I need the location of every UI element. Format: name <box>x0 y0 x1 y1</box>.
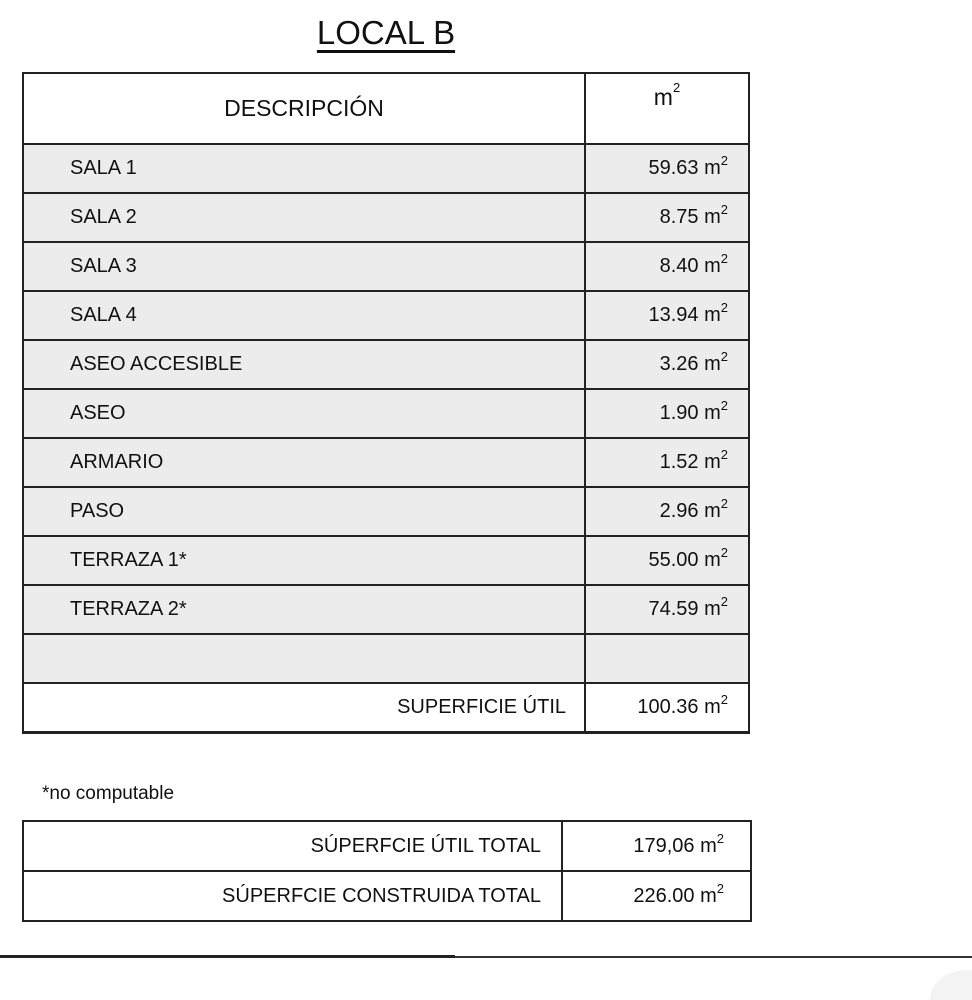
table-row: SALA 3 8.40 m2 <box>22 241 750 292</box>
value-text: 100.36 m <box>637 696 721 718</box>
value-text: 13.94 m <box>648 304 721 326</box>
title-text: LOCAL B <box>316 14 456 51</box>
value-text: 2.96 m <box>659 500 721 522</box>
row-label: SUPERFICIE ÚTIL <box>22 682 586 734</box>
value-text: 1.90 m <box>659 402 721 424</box>
row-value: 179,06 m2 <box>561 820 752 872</box>
row-value: 1.90 m2 <box>584 388 750 439</box>
row-value: 226.00 m2 <box>561 870 752 922</box>
value-sup: 2 <box>720 545 728 560</box>
value-sup: 2 <box>716 830 724 846</box>
table-row: ASEO ACCESIBLE 3.26 m2 <box>22 339 750 390</box>
unit-sup: 2 <box>672 80 681 95</box>
row-label: SALA 2 <box>22 192 586 243</box>
row-label: SALA 4 <box>22 290 586 341</box>
value-sup: 2 <box>720 692 728 707</box>
row-value: 2.96 m2 <box>584 486 750 537</box>
value-sup: 2 <box>720 300 728 315</box>
value-sup: 2 <box>720 496 728 511</box>
value-sup: 2 <box>720 349 728 364</box>
value-text: 1.52 m <box>659 451 721 473</box>
row-value: 8.75 m2 <box>584 192 750 243</box>
row-value <box>584 633 750 684</box>
totals-row: SÚPERFCIE ÚTIL TOTAL 179,06 m2 <box>22 820 752 872</box>
row-label: TERRAZA 1* <box>22 535 586 586</box>
page-title: LOCAL B <box>0 14 772 52</box>
page-corner-decoration <box>930 970 972 1000</box>
divider-line <box>455 956 972 958</box>
header-description: DESCRIPCIÓN <box>22 72 586 145</box>
table-row: ARMARIO 1.52 m2 <box>22 437 750 488</box>
divider-line <box>0 955 455 958</box>
row-label: TERRAZA 2* <box>22 584 586 635</box>
value-sup: 2 <box>720 202 728 217</box>
value-text: 179,06 m <box>633 834 717 857</box>
value-sup: 2 <box>716 880 724 896</box>
value-text: 226.00 m <box>633 884 717 907</box>
table-row: PASO 2.96 m2 <box>22 486 750 537</box>
row-value: 100.36 m2 <box>584 682 750 734</box>
row-label: ASEO ACCESIBLE <box>22 339 586 390</box>
value-text: 8.75 m <box>659 206 721 228</box>
value-text: 8.40 m <box>659 255 721 277</box>
value-sup: 2 <box>720 594 728 609</box>
row-value: 59.63 m2 <box>584 143 750 194</box>
value-text: 3.26 m <box>659 353 721 375</box>
row-label: SÚPERFCIE CONSTRUIDA TOTAL <box>22 870 563 922</box>
row-label: SALA 3 <box>22 241 586 292</box>
table-row: TERRAZA 2* 74.59 m2 <box>22 584 750 635</box>
row-value: 3.26 m2 <box>584 339 750 390</box>
row-value: 8.40 m2 <box>584 241 750 292</box>
table-row: SALA 4 13.94 m2 <box>22 290 750 341</box>
totals-row: SÚPERFCIE CONSTRUIDA TOTAL 226.00 m2 <box>22 870 752 922</box>
row-label: ASEO <box>22 388 586 439</box>
table-row: TERRAZA 1* 55.00 m2 <box>22 535 750 586</box>
value-text: 74.59 m <box>648 598 721 620</box>
value-sup: 2 <box>720 251 728 266</box>
row-value: 1.52 m2 <box>584 437 750 488</box>
row-label: SÚPERFCIE ÚTIL TOTAL <box>22 820 563 872</box>
total-row: SUPERFICIE ÚTIL 100.36 m2 <box>22 682 750 734</box>
row-label: SALA 1 <box>22 143 586 194</box>
table-row: SALA 1 59.63 m2 <box>22 143 750 194</box>
unit-text: m <box>653 84 673 110</box>
table-row <box>22 633 750 684</box>
value-text: 59.63 m <box>648 157 721 179</box>
header-unit: m2 <box>584 72 750 145</box>
value-sup: 2 <box>720 398 728 413</box>
value-text: 55.00 m <box>648 549 721 571</box>
row-label: PASO <box>22 486 586 537</box>
value-sup: 2 <box>720 447 728 462</box>
footnote: *no computable <box>42 783 175 804</box>
table-row: SALA 2 8.75 m2 <box>22 192 750 243</box>
row-value: 74.59 m2 <box>584 584 750 635</box>
totals-table: SÚPERFCIE ÚTIL TOTAL 179,06 m2 SÚPERFCIE C… <box>22 820 752 922</box>
value-sup: 2 <box>720 153 728 168</box>
area-table: DESCRIPCIÓN m2 SALA 1 59.63 m2 SALA 2 8.75 … <box>22 72 750 734</box>
row-value: 55.00 m2 <box>584 535 750 586</box>
row-label: ARMARIO <box>22 437 586 488</box>
table-row: ASEO 1.90 m2 <box>22 388 750 439</box>
table-header-row: DESCRIPCIÓN m2 <box>22 72 750 145</box>
row-label <box>22 633 586 684</box>
row-value: 13.94 m2 <box>584 290 750 341</box>
